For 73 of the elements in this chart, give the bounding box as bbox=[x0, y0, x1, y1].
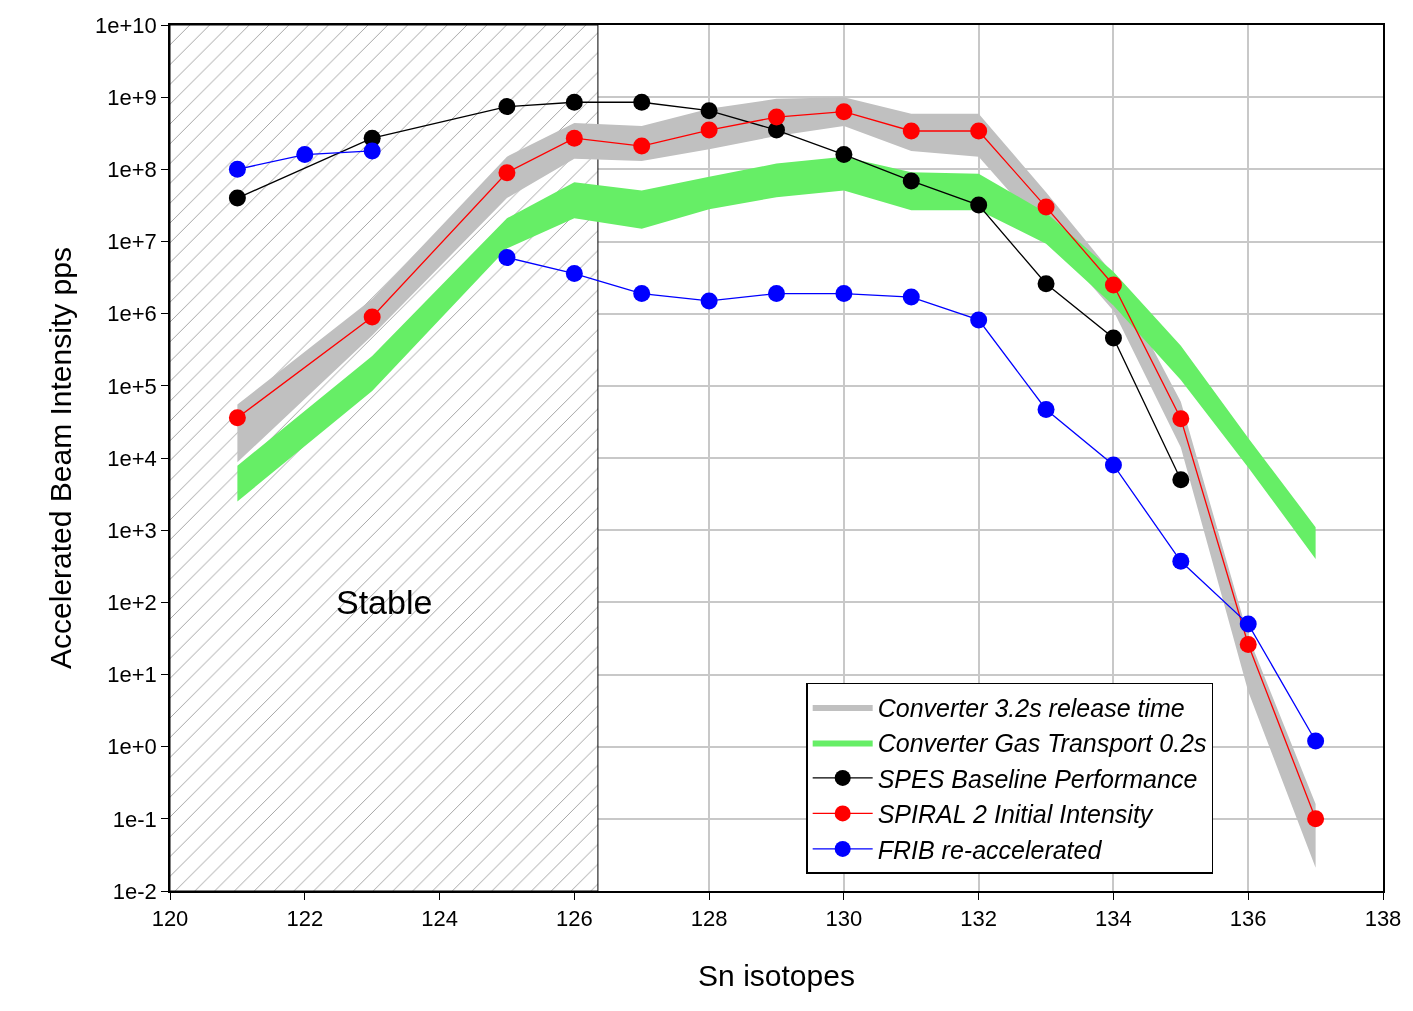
x-tick-label: 124 bbox=[421, 906, 458, 932]
point bbox=[1104, 456, 1122, 474]
x-tick-label: 138 bbox=[1364, 906, 1402, 932]
point bbox=[700, 292, 718, 310]
y-tick-label: 1e+10 bbox=[95, 12, 157, 38]
point bbox=[1307, 810, 1325, 828]
point bbox=[633, 137, 651, 155]
y-tick-label: 1e+4 bbox=[107, 445, 157, 471]
point bbox=[1239, 636, 1257, 654]
point bbox=[565, 93, 583, 111]
point bbox=[700, 121, 718, 139]
point bbox=[1104, 329, 1122, 347]
point bbox=[363, 308, 381, 326]
point bbox=[228, 189, 246, 207]
legend-label: SPES Baseline Performance bbox=[877, 764, 1198, 793]
point bbox=[700, 102, 718, 120]
point bbox=[902, 288, 920, 306]
point bbox=[902, 172, 920, 190]
y-tick-label: 1e+3 bbox=[107, 517, 157, 543]
point bbox=[1037, 401, 1055, 418]
x-tick-label: 122 bbox=[286, 906, 324, 932]
y-axis-title: Accelerated Beam Intensity pps bbox=[43, 247, 77, 669]
point bbox=[1172, 552, 1190, 570]
y-tick-label: 1e+1 bbox=[107, 662, 157, 688]
y-tick-label: 1e+5 bbox=[107, 373, 157, 399]
point bbox=[498, 249, 516, 266]
y-tick-label: 1e-1 bbox=[112, 806, 157, 832]
point bbox=[970, 122, 988, 140]
y-tick-label: 1e+6 bbox=[107, 301, 157, 327]
y-tick-label: 1e+9 bbox=[107, 84, 157, 110]
x-tick-label: 136 bbox=[1229, 906, 1267, 932]
point bbox=[1172, 471, 1190, 489]
y-tick-label: 1e+2 bbox=[107, 590, 157, 616]
y-tick-label: 1e-2 bbox=[112, 878, 157, 904]
point bbox=[970, 196, 988, 214]
point bbox=[1037, 198, 1055, 216]
point bbox=[1104, 276, 1122, 294]
legend-label: Converter 3.2s release time bbox=[877, 693, 1185, 722]
point bbox=[565, 129, 583, 147]
y-tick-label: 1e+0 bbox=[107, 734, 157, 760]
x-tick-label: 132 bbox=[960, 906, 998, 932]
x-tick-label: 126 bbox=[555, 906, 593, 932]
x-axis-title: Sn isotopes bbox=[698, 959, 855, 993]
point bbox=[1307, 732, 1325, 750]
point bbox=[902, 122, 920, 140]
point bbox=[1172, 410, 1190, 428]
y-tick-label: 1e+7 bbox=[107, 229, 157, 255]
point bbox=[633, 93, 651, 111]
x-tick-label: 120 bbox=[151, 906, 189, 932]
point bbox=[1037, 275, 1055, 293]
point bbox=[363, 142, 381, 160]
point bbox=[1239, 615, 1257, 633]
point bbox=[498, 98, 516, 116]
point bbox=[228, 409, 246, 427]
point bbox=[835, 103, 853, 121]
point bbox=[768, 285, 785, 303]
point bbox=[228, 160, 246, 178]
point bbox=[296, 146, 314, 164]
band-label: Stable bbox=[336, 583, 433, 621]
point bbox=[565, 265, 583, 283]
point bbox=[835, 146, 853, 164]
x-tick-label: 128 bbox=[690, 906, 728, 932]
x-tick-label: 130 bbox=[825, 906, 863, 932]
legend-label: FRIB re-accelerated bbox=[877, 835, 1103, 864]
legend-label: SPIRAL 2 Initial Intensity bbox=[877, 800, 1154, 829]
y-tick-label: 1e+8 bbox=[107, 157, 157, 183]
point bbox=[633, 285, 651, 303]
point bbox=[768, 108, 785, 126]
x-tick-label: 134 bbox=[1095, 906, 1132, 932]
point bbox=[970, 311, 988, 329]
point bbox=[498, 164, 516, 182]
legend-label: Converter Gas Transport 0.2s bbox=[877, 729, 1207, 758]
point bbox=[835, 285, 853, 303]
